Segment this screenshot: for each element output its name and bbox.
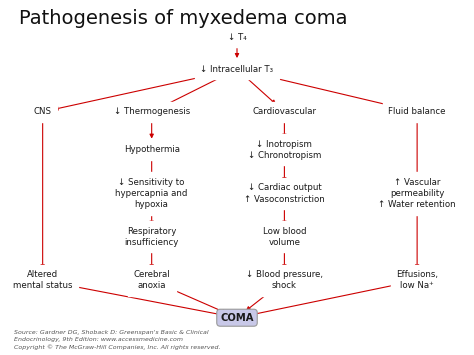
Text: ↓ T₄: ↓ T₄: [228, 33, 246, 42]
Text: ↓ Sensitivity to
hypercapnia and
hypoxia: ↓ Sensitivity to hypercapnia and hypoxia: [116, 178, 188, 209]
Text: Effusions,
low Na⁺: Effusions, low Na⁺: [396, 271, 438, 290]
Text: ↓ Inotropism
↓ Chronotropism: ↓ Inotropism ↓ Chronotropism: [248, 140, 321, 160]
Text: COMA: COMA: [220, 313, 254, 323]
Text: Source: Gardner DG, Shoback D: Greenspan's Basic & Clinical
Endocrinology, 9th E: Source: Gardner DG, Shoback D: Greenspan…: [14, 330, 221, 350]
Text: Respiratory
insufficiency: Respiratory insufficiency: [125, 227, 179, 247]
Text: Altered
mental status: Altered mental status: [13, 271, 73, 290]
Text: Pathogenesis of myxedema coma: Pathogenesis of myxedema coma: [19, 9, 347, 28]
Text: ↓ Intracellular T₃: ↓ Intracellular T₃: [201, 65, 273, 74]
Text: Cerebral
anoxia: Cerebral anoxia: [133, 271, 170, 290]
Text: Low blood
volume: Low blood volume: [263, 227, 306, 247]
Text: Cardiovascular: Cardiovascular: [252, 107, 317, 116]
Text: CNS: CNS: [34, 107, 52, 116]
Text: Hypothermia: Hypothermia: [124, 145, 180, 154]
Text: Fluid balance: Fluid balance: [388, 107, 446, 116]
Text: ↓ Thermogenesis: ↓ Thermogenesis: [114, 107, 190, 116]
Text: ↓ Blood pressure,
shock: ↓ Blood pressure, shock: [246, 271, 323, 290]
Text: ↑ Vascular
permeability
↑ Water retention: ↑ Vascular permeability ↑ Water retentio…: [378, 178, 456, 209]
Text: ↓ Cardiac output
↑ Vasoconstriction: ↓ Cardiac output ↑ Vasoconstriction: [244, 184, 325, 203]
